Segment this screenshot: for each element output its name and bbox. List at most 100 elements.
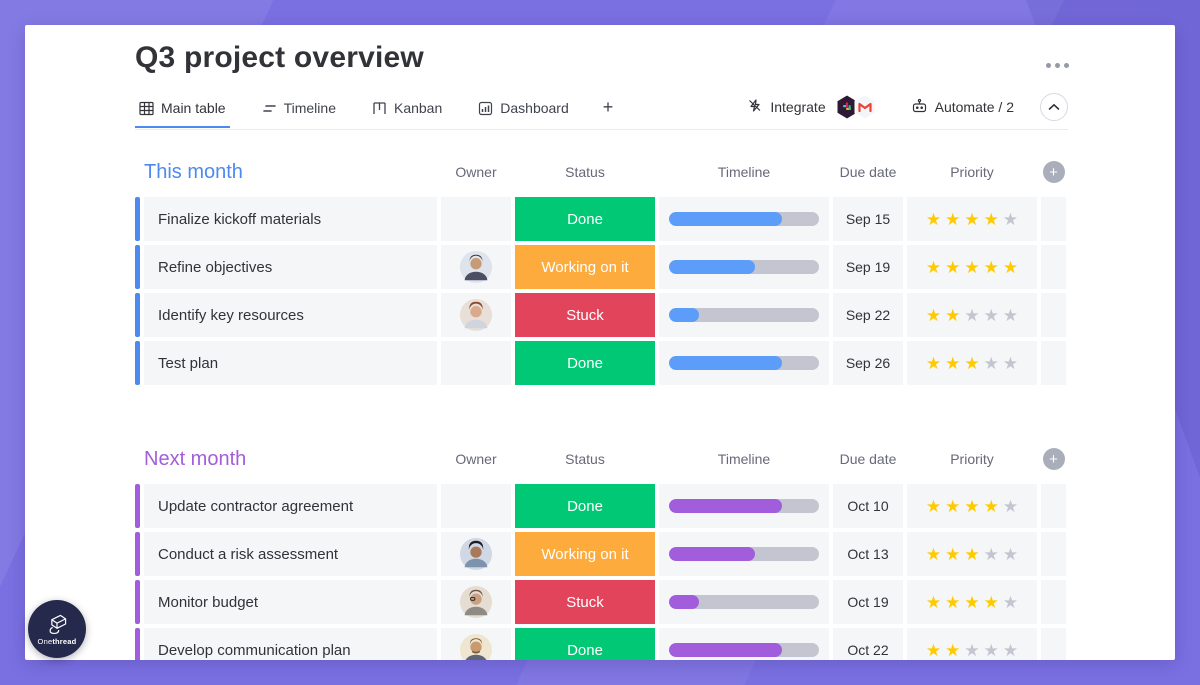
timeline-bar[interactable] [669, 260, 819, 274]
star-empty-icon[interactable]: ★ [964, 640, 980, 660]
timeline-cell[interactable] [659, 532, 829, 576]
star-empty-icon[interactable]: ★ [964, 305, 980, 325]
add-view-button[interactable]: + [602, 96, 614, 117]
star-filled-icon[interactable]: ★ [925, 640, 942, 660]
star-filled-icon[interactable]: ★ [1002, 257, 1019, 277]
column-header-timeline[interactable]: Timeline [717, 164, 771, 180]
owner-cell[interactable] [441, 484, 511, 528]
task-name[interactable]: Test plan [144, 341, 437, 385]
task-name[interactable]: Refine objectives [144, 245, 437, 289]
timeline-cell[interactable] [659, 580, 829, 624]
task-name[interactable]: Conduct a risk assessment [144, 532, 437, 576]
star-filled-icon[interactable]: ★ [964, 353, 980, 373]
star-filled-icon[interactable]: ★ [925, 305, 942, 325]
column-header-owner[interactable]: Owner [455, 164, 497, 180]
priority-rating[interactable]: ★ ★ ★ ★ ★ [907, 341, 1037, 385]
board-menu-button[interactable] [1046, 63, 1069, 68]
status-badge[interactable]: Stuck [515, 580, 655, 624]
task-name[interactable]: Monitor budget [144, 580, 437, 624]
star-empty-icon[interactable]: ★ [983, 305, 999, 325]
column-header-owner[interactable]: Owner [455, 451, 497, 467]
star-filled-icon[interactable]: ★ [983, 209, 999, 229]
star-filled-icon[interactable]: ★ [945, 544, 961, 564]
star-filled-icon[interactable]: ★ [964, 496, 980, 516]
status-badge[interactable]: Working on it [515, 532, 655, 576]
star-filled-icon[interactable]: ★ [945, 592, 961, 612]
star-filled-icon[interactable]: ★ [983, 257, 999, 277]
priority-rating[interactable]: ★ ★ ★ ★ ★ [907, 245, 1037, 289]
owner-cell[interactable] [441, 580, 511, 624]
priority-rating[interactable]: ★ ★ ★ ★ ★ [907, 532, 1037, 576]
priority-rating[interactable]: ★ ★ ★ ★ ★ [907, 197, 1037, 241]
due-date[interactable]: Sep 15 [833, 197, 903, 241]
timeline-bar[interactable] [669, 356, 819, 370]
due-date[interactable]: Oct 13 [833, 532, 903, 576]
star-filled-icon[interactable]: ★ [964, 209, 980, 229]
star-empty-icon[interactable]: ★ [1002, 353, 1019, 373]
owner-cell[interactable] [441, 293, 511, 337]
column-header-status[interactable]: Status [565, 451, 605, 467]
star-filled-icon[interactable]: ★ [945, 640, 961, 660]
group-title[interactable]: Next month [144, 447, 247, 470]
status-badge[interactable]: Done [515, 628, 655, 660]
star-empty-icon[interactable]: ★ [983, 640, 999, 660]
star-filled-icon[interactable]: ★ [945, 257, 961, 277]
star-filled-icon[interactable]: ★ [925, 257, 942, 277]
owner-cell[interactable] [441, 628, 511, 660]
timeline-cell[interactable] [659, 628, 829, 660]
timeline-bar[interactable] [669, 308, 819, 322]
tab-main-table[interactable]: Main table [135, 94, 230, 128]
star-filled-icon[interactable]: ★ [945, 496, 961, 516]
timeline-bar[interactable] [669, 499, 819, 513]
collapse-board-button[interactable] [1040, 93, 1068, 121]
task-name[interactable]: Develop communication plan [144, 628, 437, 660]
timeline-cell[interactable] [659, 245, 829, 289]
due-date[interactable]: Oct 19 [833, 580, 903, 624]
star-filled-icon[interactable]: ★ [925, 592, 942, 612]
timeline-cell[interactable] [659, 484, 829, 528]
star-empty-icon[interactable]: ★ [1002, 496, 1019, 516]
star-filled-icon[interactable]: ★ [945, 209, 961, 229]
star-filled-icon[interactable]: ★ [964, 592, 980, 612]
automate-button[interactable]: Automate / 2 [911, 98, 1014, 125]
column-header-due-date[interactable]: Due date [839, 164, 897, 180]
star-filled-icon[interactable]: ★ [925, 496, 942, 516]
star-empty-icon[interactable]: ★ [983, 544, 999, 564]
task-name[interactable]: Finalize kickoff materials [144, 197, 437, 241]
priority-rating[interactable]: ★ ★ ★ ★ ★ [907, 484, 1037, 528]
star-empty-icon[interactable]: ★ [983, 353, 999, 373]
priority-rating[interactable]: ★ ★ ★ ★ ★ [907, 293, 1037, 337]
priority-rating[interactable]: ★ ★ ★ ★ ★ [907, 628, 1037, 660]
status-badge[interactable]: Working on it [515, 245, 655, 289]
tab-dashboard[interactable]: Dashboard [474, 94, 573, 128]
star-empty-icon[interactable]: ★ [1002, 640, 1019, 660]
priority-rating[interactable]: ★ ★ ★ ★ ★ [907, 580, 1037, 624]
star-filled-icon[interactable]: ★ [925, 544, 942, 564]
task-name[interactable]: Update contractor agreement [144, 484, 437, 528]
due-date[interactable]: Sep 22 [833, 293, 903, 337]
tab-timeline[interactable]: Timeline [258, 94, 340, 128]
timeline-cell[interactable] [659, 293, 829, 337]
star-empty-icon[interactable]: ★ [1002, 209, 1019, 229]
star-filled-icon[interactable]: ★ [925, 353, 942, 373]
timeline-bar[interactable] [669, 595, 819, 609]
owner-cell[interactable] [441, 341, 511, 385]
column-header-timeline[interactable]: Timeline [717, 451, 771, 467]
owner-cell[interactable] [441, 532, 511, 576]
timeline-bar[interactable] [669, 212, 819, 226]
status-badge[interactable]: Stuck [515, 293, 655, 337]
add-column-button[interactable]: + [1042, 161, 1065, 183]
owner-cell[interactable] [441, 197, 511, 241]
column-header-due-date[interactable]: Due date [839, 451, 897, 467]
star-filled-icon[interactable]: ★ [964, 257, 980, 277]
owner-cell[interactable] [441, 245, 511, 289]
star-filled-icon[interactable]: ★ [925, 209, 942, 229]
task-name[interactable]: Identify key resources [144, 293, 437, 337]
timeline-cell[interactable] [659, 197, 829, 241]
status-badge[interactable]: Done [515, 341, 655, 385]
add-column-button[interactable]: + [1042, 448, 1065, 470]
column-header-priority[interactable]: Priority [950, 451, 994, 467]
status-badge[interactable]: Done [515, 484, 655, 528]
column-header-priority[interactable]: Priority [950, 164, 994, 180]
integrate-button[interactable]: Integrate [747, 94, 876, 128]
